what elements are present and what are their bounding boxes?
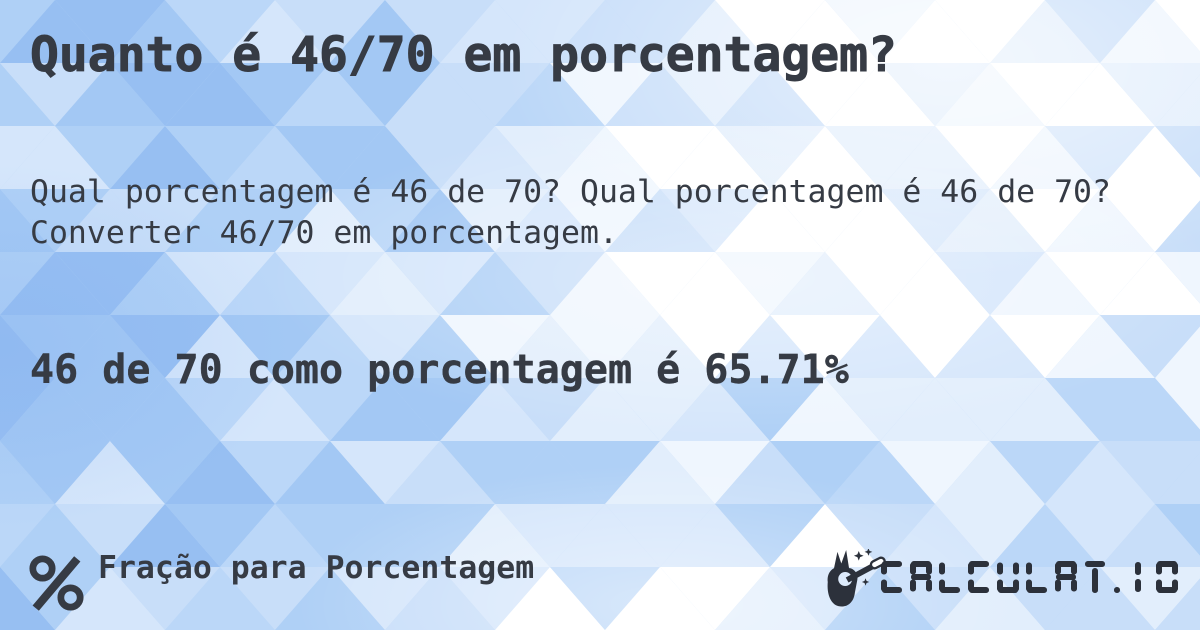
brand-wordmark — [881, 561, 1178, 593]
category-label: Fração para Porcentagem — [98, 550, 535, 586]
question-text: Qual porcentagem é 46 de 70? Qual porcen… — [30, 174, 1111, 251]
percent-icon — [29, 555, 84, 611]
page-title: Quanto é 46/70 em porcentagem? — [30, 27, 898, 84]
magic-wand-hand-icon — [827, 549, 886, 607]
answer-heading: 46 de 70 como porcentagem é 65.71% — [30, 347, 849, 393]
